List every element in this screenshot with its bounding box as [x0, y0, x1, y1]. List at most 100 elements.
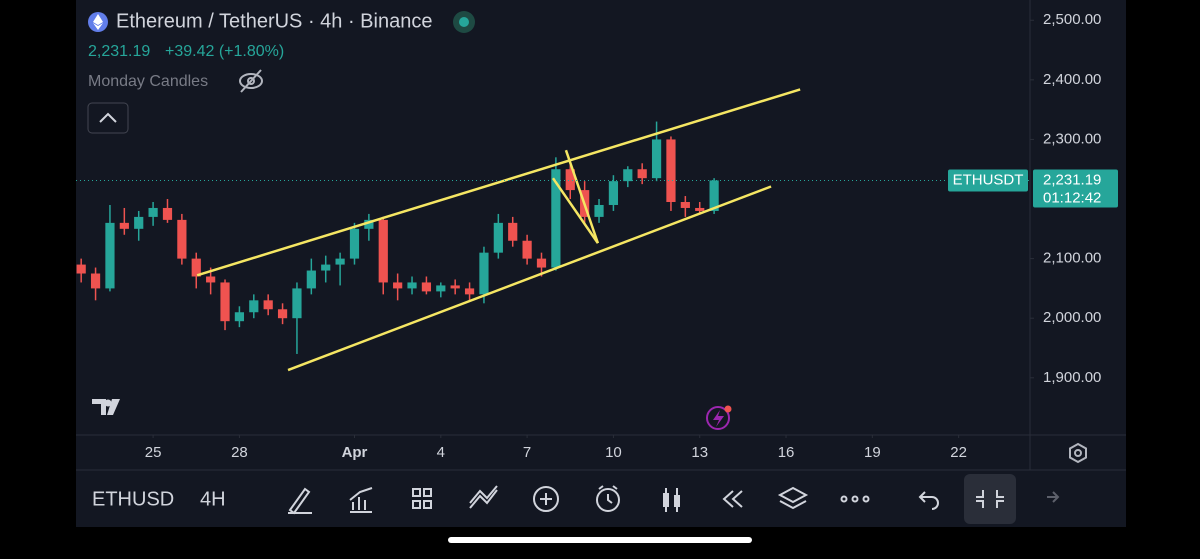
candle-body — [249, 300, 259, 313]
toolbar-interval[interactable]: 4H — [200, 488, 226, 510]
chevron-up — [99, 112, 117, 123]
candle-body — [709, 180, 719, 211]
y-tick-label: 2,500.00 — [1043, 11, 1101, 28]
candle-body — [536, 258, 547, 268]
x-tick-label: 13 — [691, 444, 708, 461]
indicator-name[interactable]: Monday Candles — [88, 73, 208, 90]
price: 2,231.19 — [88, 43, 150, 60]
layout-icon[interactable] — [412, 488, 432, 509]
x-tick-label: 19 — [864, 444, 881, 461]
compare-icon[interactable] — [469, 485, 498, 509]
y-tick-label: 2,300.00 — [1043, 130, 1101, 147]
countdown: 01:12:42 — [1043, 189, 1101, 206]
candle-body — [263, 300, 273, 310]
x-tick-label: 25 — [145, 444, 162, 461]
candle-body — [306, 270, 316, 289]
candle-body — [292, 288, 302, 319]
y-tick-label: 2,400.00 — [1043, 71, 1101, 88]
settings-icon[interactable] — [1069, 442, 1087, 464]
candle-body — [220, 282, 230, 322]
candle-body — [407, 282, 417, 289]
candle-body — [119, 222, 129, 229]
tv-logo — [92, 399, 120, 415]
candle-body — [76, 264, 86, 274]
candle-body — [522, 240, 532, 259]
candle-body — [508, 222, 518, 241]
candle-body — [177, 219, 187, 259]
candle-body — [464, 288, 475, 295]
undo-icon[interactable] — [918, 491, 939, 510]
trendline — [287, 185, 772, 372]
x-tick-label: 4 — [437, 444, 445, 461]
candle-body — [479, 252, 489, 295]
collapse-button[interactable] — [87, 102, 129, 134]
candle-body — [234, 312, 245, 322]
candle-body — [335, 258, 345, 265]
home-indicator — [448, 537, 752, 543]
candle-body — [393, 282, 403, 289]
price-tag: 2,231.19 — [1043, 171, 1101, 188]
candle-body — [191, 258, 201, 277]
layers-icon[interactable] — [777, 486, 809, 510]
candle-body — [608, 181, 619, 205]
y-tick-label: 2,000.00 — [1043, 309, 1101, 326]
symbol-tag-bg — [948, 169, 1028, 192]
candle-body — [206, 276, 216, 283]
candle-body — [695, 207, 705, 211]
candle-body — [551, 169, 561, 268]
toolbar-symbol[interactable]: ETHUSD — [92, 488, 174, 510]
candle-body — [349, 228, 360, 259]
candle-body — [666, 139, 676, 203]
indicators-icon[interactable] — [349, 487, 373, 513]
candle-body — [277, 309, 288, 319]
trendline — [196, 88, 801, 277]
y-tick-label: 2,100.00 — [1043, 250, 1101, 267]
candle-body — [651, 139, 662, 179]
fullscreen-button[interactable] — [964, 474, 1016, 524]
eth-glyph — [93, 14, 103, 30]
status-dot — [459, 17, 469, 27]
y-tick-label: 1,900.00 — [1043, 369, 1101, 386]
candle-body — [321, 264, 331, 271]
redo-icon[interactable] — [1047, 491, 1060, 503]
x-tick-label: 28 — [231, 444, 248, 461]
x-tick-label: 7 — [523, 444, 531, 461]
x-tick-label: 16 — [778, 444, 795, 461]
tv-logo-dot — [104, 399, 112, 407]
draw-icon[interactable] — [288, 487, 312, 515]
candle-body — [637, 169, 647, 179]
candle-body — [378, 219, 388, 283]
candle-body — [162, 207, 173, 220]
hide-icon[interactable] — [239, 69, 263, 93]
alert-icon[interactable] — [706, 406, 730, 430]
candles-icon[interactable] — [663, 488, 680, 512]
exit-fullscreen-icon — [976, 490, 1004, 508]
candle-body — [148, 207, 158, 217]
symbol-title: Ethereum / TetherUS · 4h · Binance — [116, 10, 432, 32]
trendline — [551, 177, 599, 244]
candle-body — [594, 204, 604, 217]
candle-body — [364, 219, 374, 229]
x-tick-label: 10 — [605, 444, 622, 461]
alarm-icon[interactable] — [598, 485, 618, 504]
candle-body — [623, 169, 633, 182]
price-tag-bg — [1033, 169, 1118, 208]
candle-body — [565, 169, 575, 191]
candle-body — [90, 273, 101, 289]
add-icon[interactable] — [540, 493, 552, 505]
candle-body — [493, 222, 503, 253]
alert-dot — [724, 405, 732, 413]
candle-body — [436, 285, 446, 292]
candle-body — [105, 222, 115, 289]
candle-body — [134, 216, 144, 229]
toolbar-icons — [288, 485, 1060, 515]
candle-body — [421, 282, 432, 292]
replay-icon[interactable] — [722, 490, 743, 508]
candle-body — [680, 202, 690, 208]
symbol-tag: ETHUSDT — [953, 171, 1024, 188]
x-tick-label: 22 — [950, 444, 967, 461]
price-change: +39.42 (+1.80%) — [165, 43, 284, 60]
x-tick-label: Apr — [342, 444, 368, 461]
